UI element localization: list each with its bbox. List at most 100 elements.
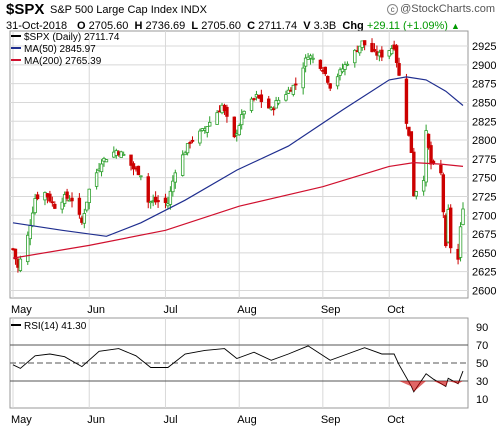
candle-body	[389, 48, 394, 55]
candle-body	[291, 84, 296, 95]
change-label: Chg	[342, 20, 364, 32]
legend-main: $SPX (Daily) 2711.74	[11, 32, 119, 44]
quote-date: 31-Oct-2018	[6, 20, 68, 32]
candle-body	[153, 196, 158, 203]
legend-ma50-label: MA(50) 2845.97	[24, 44, 96, 55]
main-legend: $SPX (Daily) 2711.74 MA(50) 2845.97 MA(2…	[11, 32, 119, 68]
candle-body	[412, 151, 416, 197]
candle-body	[77, 197, 82, 215]
candle-body	[99, 163, 104, 173]
open-value: 2705.60	[88, 20, 129, 32]
candle-body	[370, 42, 374, 53]
candle-body	[208, 121, 212, 127]
candle-body	[362, 40, 367, 46]
candle-body	[276, 99, 281, 104]
candle-body	[139, 175, 143, 178]
brand-watermark[interactable]: c @StockCharts.com	[387, 3, 495, 15]
rsi-y-tick-label: 50	[476, 358, 488, 370]
candle-body	[426, 133, 431, 148]
candle-body	[458, 226, 463, 258]
candle-body	[136, 165, 141, 176]
candle-body	[328, 83, 332, 89]
candle-body	[308, 55, 313, 59]
high-value: 2736.69	[145, 20, 186, 32]
candle-body	[345, 63, 350, 66]
candle-body	[439, 164, 443, 174]
candle-body	[185, 143, 190, 154]
candle-body	[343, 64, 347, 70]
candle-body	[326, 75, 330, 83]
candle-body	[104, 159, 109, 163]
candle-body	[70, 197, 74, 202]
rsi-x-tick-label: Jul	[163, 414, 177, 426]
candle-body	[30, 212, 35, 227]
candle-body	[303, 57, 308, 67]
volume-label: V	[303, 20, 311, 32]
ticker-name: S&P 500 Large Cap Index INDX	[50, 4, 207, 16]
candle-body	[87, 188, 91, 203]
y-tick-label: 2725	[472, 191, 496, 203]
candle-body	[163, 197, 168, 203]
rsi-y-tick-label: 70	[476, 340, 488, 352]
candle-body	[190, 139, 195, 142]
candle-body	[62, 194, 67, 204]
candle-body	[232, 116, 237, 138]
candle-body	[284, 94, 288, 101]
legend-swatch-main	[11, 35, 21, 37]
candle-body	[33, 198, 37, 214]
up-arrow-icon: ▲	[451, 21, 460, 31]
y-tick-label: 2775	[472, 154, 496, 166]
candle-body	[173, 172, 177, 183]
candle-body	[94, 172, 99, 187]
y-tick-label: 2825	[472, 116, 496, 128]
y-tick-label: 2925	[472, 41, 496, 53]
candle-body	[394, 45, 399, 64]
candle-body	[180, 154, 185, 176]
rsi-y-tick-label: 30	[476, 376, 488, 388]
ma50-line	[12, 76, 464, 237]
candle-body	[424, 130, 428, 183]
x-tick-label: May	[11, 304, 32, 316]
candle-body	[380, 49, 384, 58]
x-tick-label: Jul	[163, 304, 177, 316]
y-tick-label: 2600	[472, 285, 496, 297]
candle-body	[311, 57, 315, 60]
candle-body	[60, 201, 64, 210]
close-label: C	[247, 20, 256, 32]
candle-body	[225, 106, 229, 117]
candle-body	[461, 208, 465, 226]
rsi-y-tick-label: 90	[476, 322, 488, 334]
y-tick-label: 2875	[472, 79, 496, 91]
candle-body	[286, 89, 291, 94]
candle-body	[267, 98, 271, 109]
candle-body	[249, 98, 254, 111]
rsi-y-tick-label: 10	[476, 394, 488, 406]
candle-body	[301, 67, 305, 89]
rsi-oversold-fill	[13, 381, 463, 392]
candle-body	[409, 131, 414, 153]
low-value: 2705.60	[201, 20, 241, 32]
candle-body	[26, 234, 30, 263]
candle-body	[271, 108, 276, 111]
candle-body	[65, 191, 69, 199]
candle-body	[259, 94, 264, 103]
low-label: L	[191, 20, 199, 32]
candle-body	[198, 130, 202, 144]
candle-body	[13, 248, 18, 260]
y-tick-label: 2675	[472, 229, 496, 241]
candle-body	[131, 163, 136, 170]
candle-body	[35, 194, 40, 200]
candle-body	[274, 100, 278, 109]
ticker-symbol: $SPX	[6, 1, 45, 18]
y-tick-label: 2850	[472, 97, 496, 109]
rsi-x-tick-label: Jun	[87, 414, 105, 426]
candle-body	[188, 141, 192, 144]
candle-body	[129, 154, 133, 166]
legend-ma200-label: MA(200) 2765.39	[24, 56, 102, 67]
brand-text: @StockCharts.com	[400, 3, 495, 15]
rsi-x-tick-label: Sep	[321, 414, 341, 426]
candle-body	[449, 207, 453, 249]
close-value: 2711.74	[258, 20, 298, 32]
candle-body	[338, 69, 342, 76]
candle-body	[323, 66, 327, 75]
